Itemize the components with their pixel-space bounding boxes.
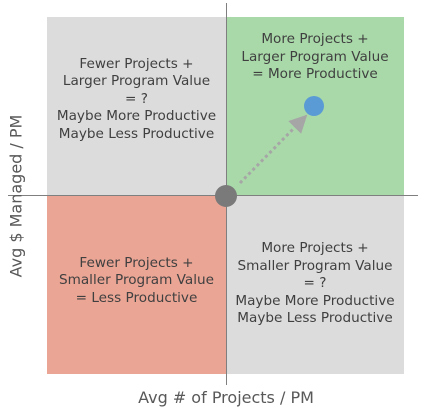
quadrant-text-line: Smaller Program Value [58,272,215,289]
quadrant-text-line: = ? [303,275,327,292]
quadrant-text-line: = Less Productive [75,289,198,306]
quadrant-text-line: Fewer Projects + [79,55,194,72]
quadrant-text-line: = More Productive [252,66,378,82]
quadrant-text-line: Maybe Less Productive [58,125,215,142]
quadrant-bottom-left-text: Fewer Projects + Smaller Program Value =… [59,255,214,308]
quadrant-top-left-text: Fewer Projects + Larger Program Value = … [57,56,216,144]
quadrant-bottom-left: Fewer Projects + Smaller Program Value =… [47,196,226,374]
quadrant-top-left: Fewer Projects + Larger Program Value = … [47,17,226,196]
x-axis-label: Avg # of Projects / PM [138,388,314,407]
quadrant-text-line: Larger Program Value [241,48,389,65]
quadrant-text-line: Maybe More Productive [56,108,217,125]
quadrant-text-line: Fewer Projects + [79,254,194,271]
x-axis-line [8,195,418,196]
quadrant-bottom-right: More Projects + Smaller Program Value = … [226,196,404,374]
quadrant-text-line: Larger Program Value [62,73,211,90]
quadrant-bottom-right-text: More Projects + Smaller Program Value = … [235,240,394,328]
quadrant-top-right-text: More Projects + Larger Program Value = M… [226,31,404,84]
quadrant-text-line: = ? [125,90,148,107]
quadrant-text-line: Maybe More Productive [235,292,395,309]
quadrant-text-line: Smaller Program Value [237,257,393,274]
quadrant-text-line: Maybe Less Productive [237,310,393,327]
quadrant-text-line: More Projects + [261,31,369,47]
quadrant-text-line: More Projects + [261,240,369,257]
target-dot [304,96,324,116]
y-axis-label: Avg $ Managed / PM [6,114,26,278]
origin-dot [215,185,237,207]
